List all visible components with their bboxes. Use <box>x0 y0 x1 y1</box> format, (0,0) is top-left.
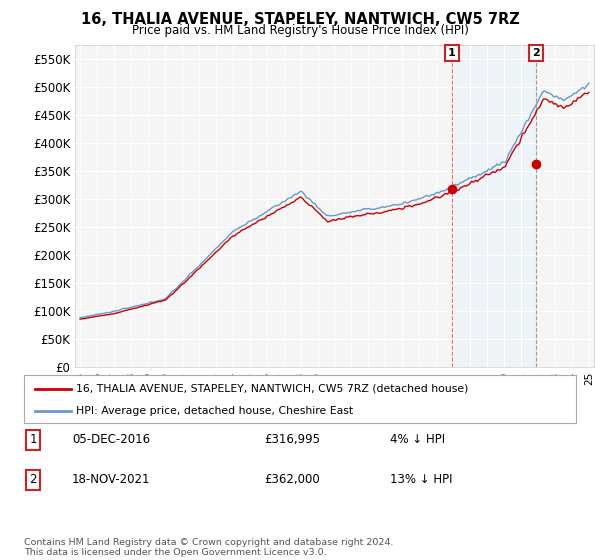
Text: 2: 2 <box>29 473 37 487</box>
Text: 1: 1 <box>29 433 37 446</box>
Text: Contains HM Land Registry data © Crown copyright and database right 2024.
This d: Contains HM Land Registry data © Crown c… <box>24 538 394 557</box>
Text: 13% ↓ HPI: 13% ↓ HPI <box>390 473 452 487</box>
Text: HPI: Average price, detached house, Cheshire East: HPI: Average price, detached house, Ches… <box>76 406 353 416</box>
Text: 4% ↓ HPI: 4% ↓ HPI <box>390 433 445 446</box>
Text: 16, THALIA AVENUE, STAPELEY, NANTWICH, CW5 7RZ (detached house): 16, THALIA AVENUE, STAPELEY, NANTWICH, C… <box>76 384 469 394</box>
Text: £362,000: £362,000 <box>264 473 320 487</box>
Text: £316,995: £316,995 <box>264 433 320 446</box>
Text: Price paid vs. HM Land Registry's House Price Index (HPI): Price paid vs. HM Land Registry's House … <box>131 24 469 36</box>
Text: 05-DEC-2016: 05-DEC-2016 <box>72 433 150 446</box>
Bar <box>452 45 536 367</box>
Text: 1: 1 <box>448 48 456 58</box>
Text: 2: 2 <box>532 48 540 58</box>
Text: 16, THALIA AVENUE, STAPELEY, NANTWICH, CW5 7RZ: 16, THALIA AVENUE, STAPELEY, NANTWICH, C… <box>80 12 520 27</box>
Text: 18-NOV-2021: 18-NOV-2021 <box>72 473 151 487</box>
